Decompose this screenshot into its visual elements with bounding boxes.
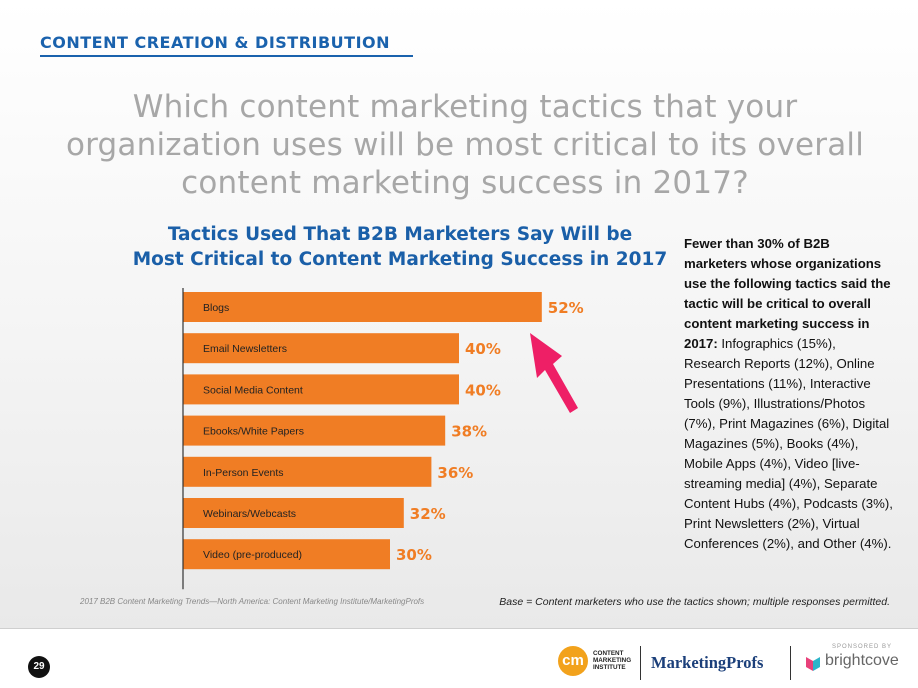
question-line-3: content marketing success in 2017? bbox=[181, 165, 749, 201]
page-number: 29 bbox=[28, 656, 50, 678]
bar-value-label: 32% bbox=[410, 505, 446, 523]
section-header: CONTENT CREATION & DISTRIBUTION bbox=[40, 33, 391, 52]
bar-value-label: 52% bbox=[548, 299, 584, 317]
bar bbox=[183, 333, 459, 364]
question-line-2: organization uses will be most critical … bbox=[65, 127, 865, 163]
bar bbox=[183, 374, 459, 405]
section-underline bbox=[40, 55, 413, 57]
bar bbox=[183, 456, 432, 487]
side-note-list: Infographics (15%), Research Reports (12… bbox=[684, 336, 893, 551]
brightcove-icon bbox=[806, 657, 820, 671]
bar bbox=[183, 292, 542, 322]
bar-value-label: 38% bbox=[451, 423, 487, 441]
cmi-logo: cm bbox=[558, 646, 588, 676]
footer-divider-1 bbox=[640, 646, 641, 680]
footer-divider-2 bbox=[790, 646, 791, 680]
source-citation: 2017 B2B Content Marketing Trends—North … bbox=[80, 597, 425, 606]
chart-title-line-2: Most Critical to Content Marketing Succe… bbox=[132, 249, 668, 270]
bar-category-label: Social Media Content bbox=[203, 384, 303, 396]
slide: CONTENT CREATION & DISTRIBUTION Which co… bbox=[0, 0, 918, 628]
bar-value-label: 40% bbox=[465, 381, 501, 399]
cmi-logo-text: CONTENT MARKETING INSTITUTE bbox=[593, 650, 632, 671]
chart-title: Tactics Used That B2B Marketers Say Will… bbox=[110, 222, 690, 272]
chart-title-line-1: Tactics Used That B2B Marketers Say Will… bbox=[167, 224, 633, 245]
question-heading: Which content marketing tactics that you… bbox=[30, 88, 900, 202]
sponsored-label: SPONSORED BY bbox=[832, 644, 893, 650]
marketingprofs-logo: MarketingProfs bbox=[651, 653, 764, 672]
bar-category-label: Blogs bbox=[203, 302, 229, 314]
bar-value-label: 30% bbox=[396, 546, 432, 564]
bar-category-label: In-Person Events bbox=[203, 467, 284, 479]
bar bbox=[183, 498, 404, 528]
bar-category-label: Ebooks/White Papers bbox=[203, 426, 304, 438]
bar-value-label: 36% bbox=[437, 464, 473, 482]
arrow-icon bbox=[530, 333, 578, 413]
side-note-bold: Fewer than 30% of B2B marketers whose or… bbox=[684, 236, 891, 351]
bar-chart: Blogs 52% Email Newsletters 40% Social Media… bbox=[182, 288, 584, 590]
side-note: Fewer than 30% of B2B marketers whose or… bbox=[684, 234, 894, 554]
question-line-1: Which content marketing tactics that you… bbox=[132, 89, 798, 125]
bar-value-label: 40% bbox=[465, 340, 501, 358]
bar bbox=[183, 539, 390, 570]
bar-category-label: Webinars/Webcasts bbox=[203, 508, 296, 520]
bar-category-label: Video (pre-produced) bbox=[203, 549, 302, 561]
bar-category-label: Email Newsletters bbox=[203, 343, 287, 355]
bar bbox=[183, 415, 446, 446]
base-note: Base = Content marketers who use the tac… bbox=[499, 596, 890, 608]
footer-rule bbox=[0, 628, 918, 629]
brightcove-logo: brightcove bbox=[825, 652, 899, 669]
